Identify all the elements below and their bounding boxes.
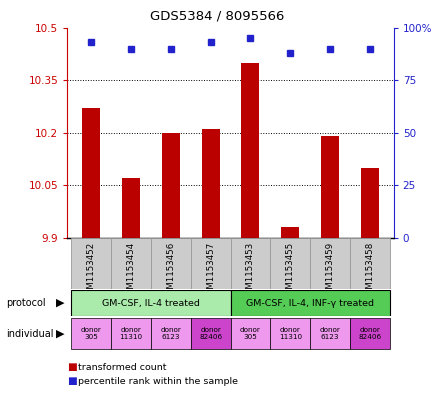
- Text: GSM1153454: GSM1153454: [126, 242, 135, 300]
- Bar: [309, 238, 349, 289]
- Bar: [122, 178, 140, 238]
- Bar: [111, 318, 151, 349]
- Bar: [349, 318, 389, 349]
- Bar: [281, 227, 299, 238]
- Text: donor
6123: donor 6123: [160, 327, 181, 340]
- Bar: [161, 133, 179, 238]
- Text: GSM1153458: GSM1153458: [365, 242, 373, 300]
- Text: GDS5384 / 8095566: GDS5384 / 8095566: [150, 10, 284, 23]
- Text: ■: ■: [67, 362, 77, 373]
- Bar: [151, 238, 191, 289]
- Bar: [360, 168, 378, 238]
- Text: transformed count: transformed count: [78, 363, 166, 372]
- Bar: [309, 318, 349, 349]
- Bar: [270, 238, 309, 289]
- Text: ■: ■: [67, 376, 77, 386]
- Text: donor
11310: donor 11310: [278, 327, 301, 340]
- Text: GSM1153453: GSM1153453: [245, 242, 254, 300]
- Text: GSM1153456: GSM1153456: [166, 242, 175, 300]
- Bar: [151, 318, 191, 349]
- Bar: [349, 238, 389, 289]
- Bar: [320, 136, 338, 238]
- Text: protocol: protocol: [6, 298, 45, 308]
- Bar: [71, 318, 111, 349]
- Text: donor
6123: donor 6123: [319, 327, 340, 340]
- Text: donor
82406: donor 82406: [358, 327, 381, 340]
- Bar: [71, 290, 230, 316]
- Text: donor
305: donor 305: [240, 327, 260, 340]
- Bar: [111, 238, 151, 289]
- Bar: [82, 108, 100, 238]
- Text: GM-CSF, IL-4 treated: GM-CSF, IL-4 treated: [102, 299, 200, 307]
- Text: ▶: ▶: [56, 298, 64, 308]
- Text: GM-CSF, IL-4, INF-γ treated: GM-CSF, IL-4, INF-γ treated: [246, 299, 373, 307]
- Text: GSM1153459: GSM1153459: [325, 242, 334, 300]
- Bar: [241, 62, 259, 238]
- Text: GSM1153452: GSM1153452: [87, 242, 95, 300]
- Text: GSM1153457: GSM1153457: [206, 242, 215, 300]
- Bar: [230, 290, 389, 316]
- Bar: [71, 238, 111, 289]
- Bar: [191, 318, 230, 349]
- Text: donor
305: donor 305: [81, 327, 102, 340]
- Text: individual: individual: [6, 329, 53, 339]
- Text: GSM1153455: GSM1153455: [285, 242, 294, 300]
- Text: ▶: ▶: [56, 329, 64, 339]
- Text: percentile rank within the sample: percentile rank within the sample: [78, 377, 238, 386]
- Text: donor
82406: donor 82406: [199, 327, 222, 340]
- Bar: [230, 238, 270, 289]
- Bar: [201, 129, 219, 238]
- Bar: [230, 318, 270, 349]
- Bar: [270, 318, 309, 349]
- Text: donor
11310: donor 11310: [119, 327, 142, 340]
- Bar: [191, 238, 230, 289]
